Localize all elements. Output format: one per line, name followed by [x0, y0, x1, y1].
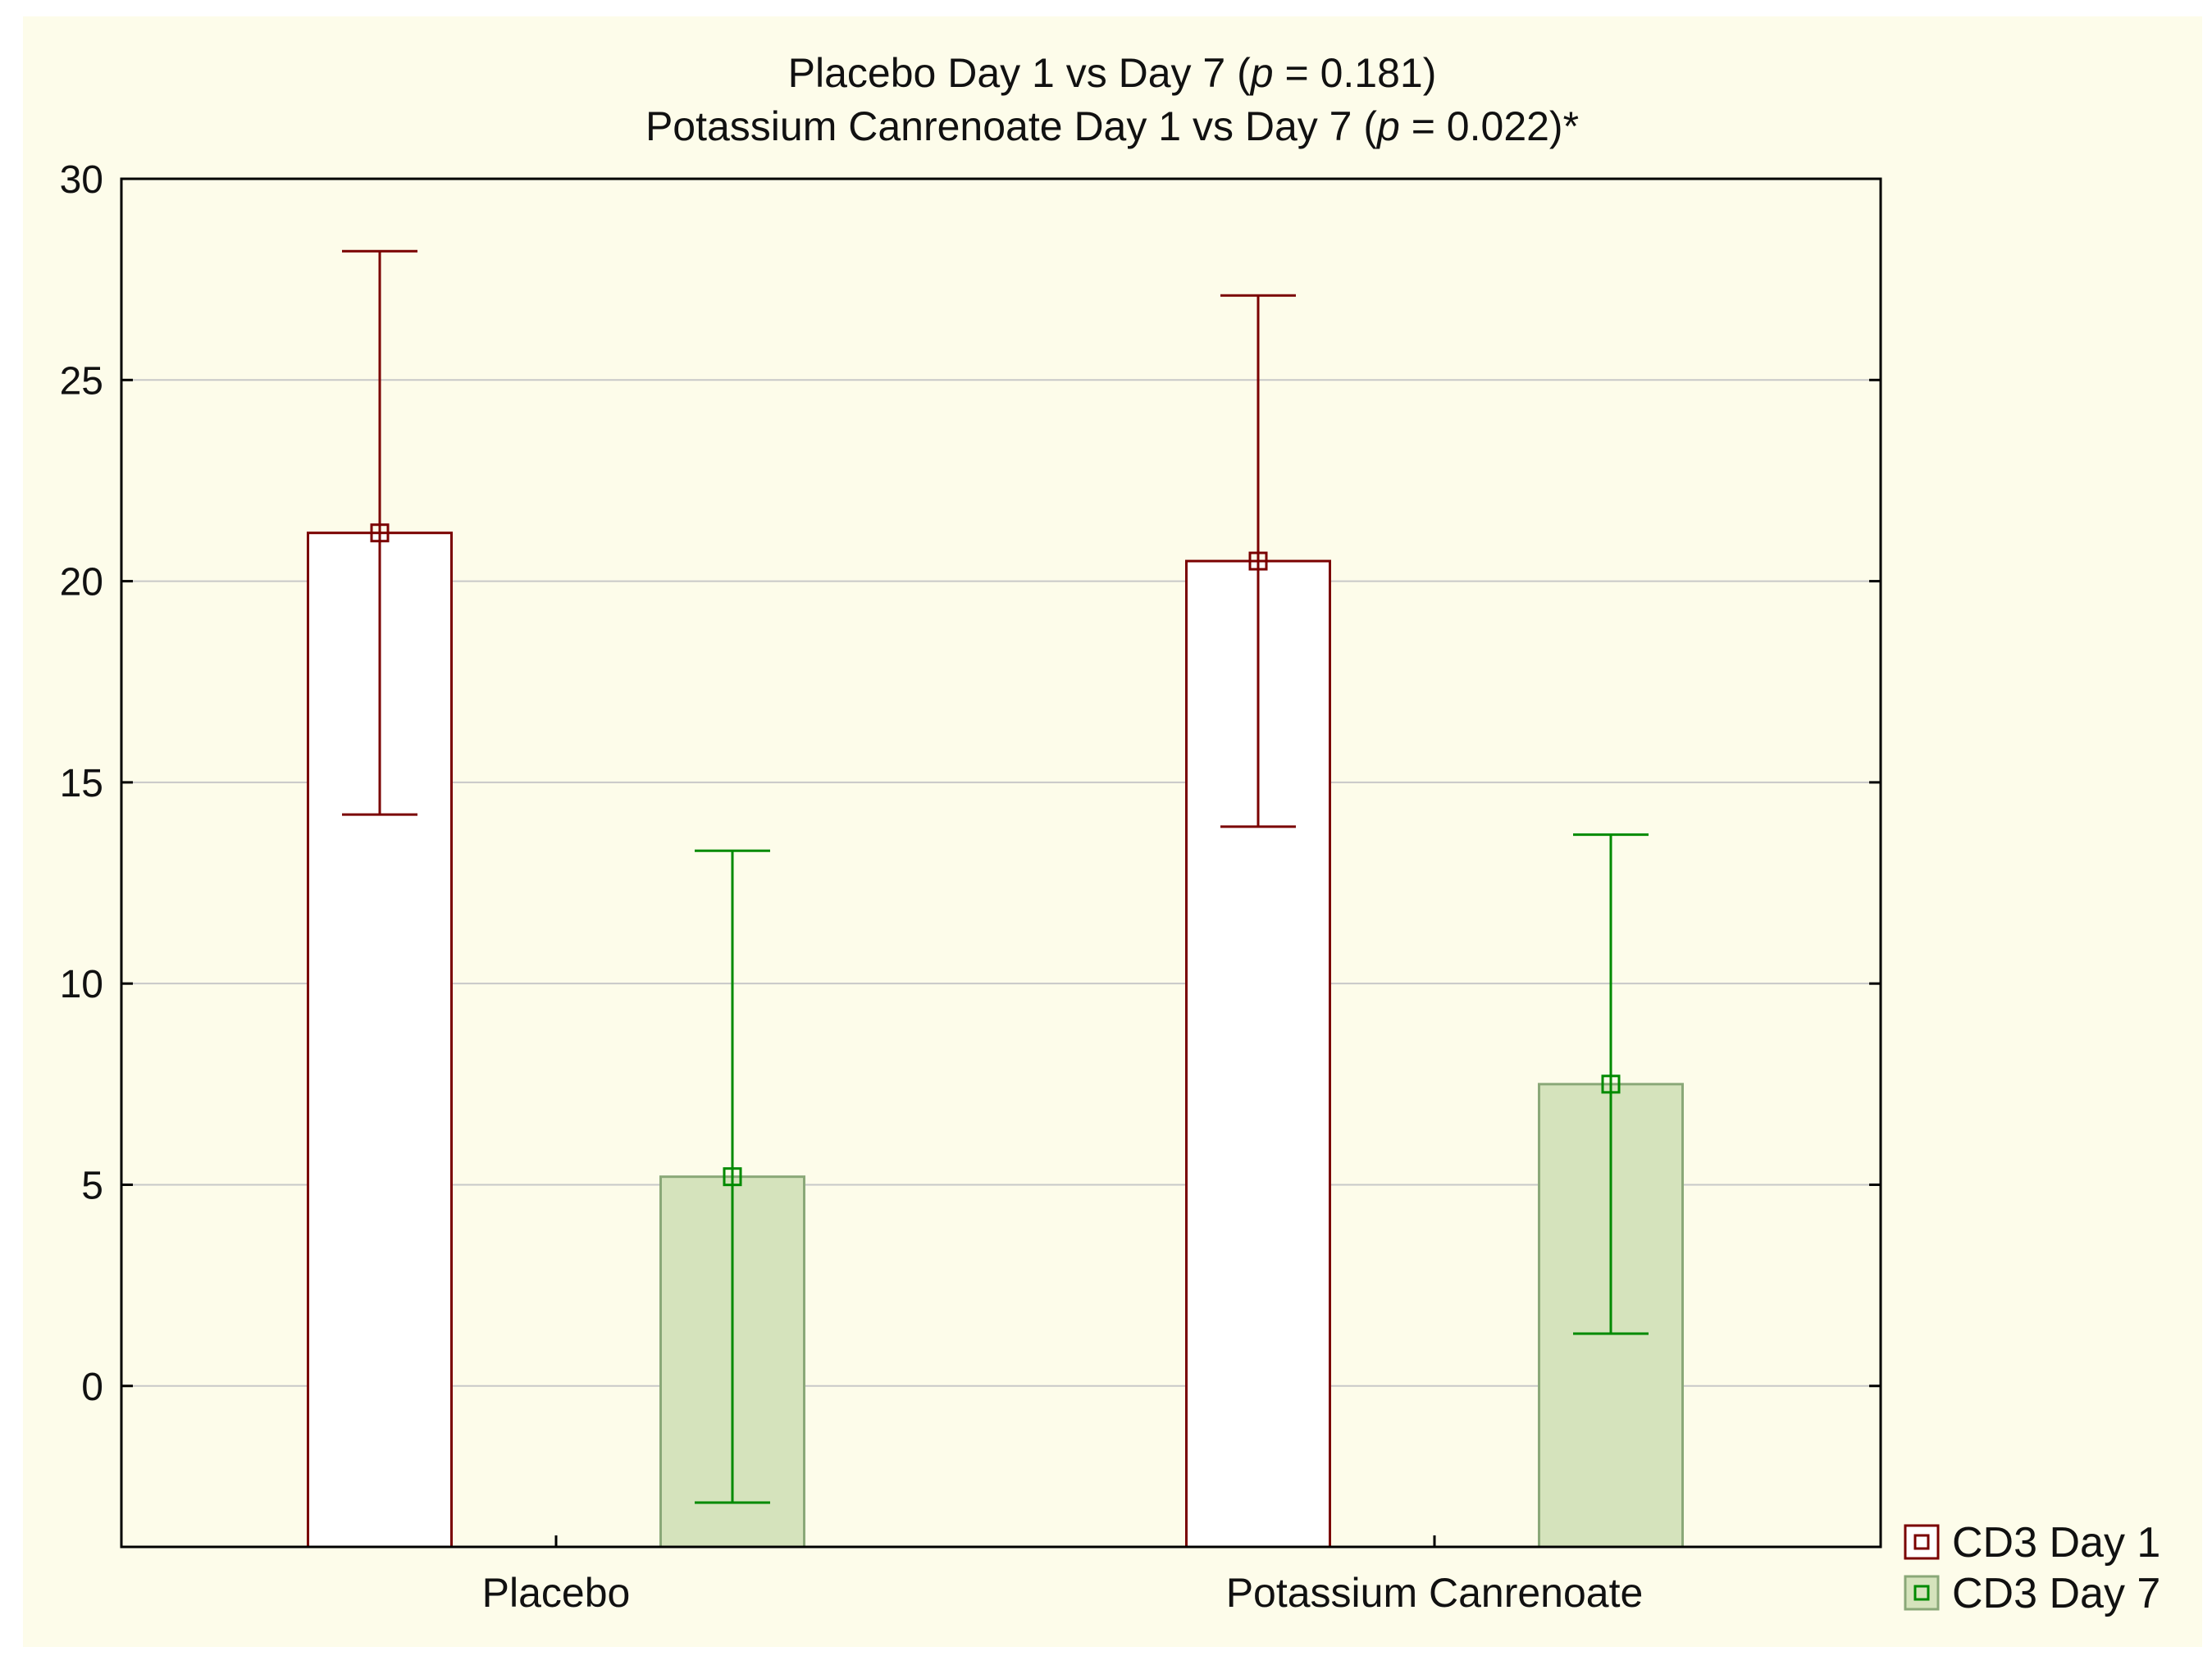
- legend-swatch-cd3-day-1: [1904, 1524, 1940, 1560]
- axes: 0 5 10 15 20 25 30 Placebo Potassium Canrenoate: [60, 158, 1882, 1616]
- mean-marker-cd3-day-1-0: [370, 523, 390, 543]
- legend-label-cd3-day-7: CD3 Day 7: [1952, 1570, 2160, 1617]
- xtick-label-0: Placebo: [482, 1570, 631, 1616]
- error-bars: [342, 249, 1649, 1504]
- plot-frame: [120, 177, 1882, 1549]
- ytick-label-5: 5: [81, 1164, 103, 1207]
- ytick-label-15: 15: [60, 762, 103, 805]
- title-line-2: Potassium Canrenoate Day 1 vs Day 7 (p =…: [645, 103, 1579, 149]
- mean-marker-cd3-day-7-0: [723, 1167, 742, 1187]
- ytick-label-0: 0: [81, 1366, 103, 1409]
- legend-swatch-cd3-day-7: [1904, 1575, 1940, 1611]
- legend-marker-cd3-day-1: [1913, 1534, 1930, 1550]
- legend-marker-cd3-day-7: [1913, 1585, 1930, 1601]
- mean-marker-cd3-day-1-1: [1248, 551, 1268, 571]
- ytick-label-25: 25: [60, 359, 103, 403]
- chart-title: Placebo Day 1 vs Day 7 (p = 0.181) Potass…: [645, 50, 1579, 149]
- legend-label-cd3-day-1: CD3 Day 1: [1952, 1519, 2160, 1567]
- xtick-label-1: Potassium Canrenoate: [1226, 1570, 1644, 1616]
- title-line-1: Placebo Day 1 vs Day 7 (p = 0.181): [788, 50, 1437, 96]
- ytick-label-20: 20: [60, 561, 103, 604]
- mean-marker-cd3-day-7-1: [1601, 1074, 1621, 1094]
- ytick-label-10: 10: [60, 963, 103, 1006]
- bars: [307, 531, 1684, 1549]
- figure: Placebo Day 1 vs Day 7 (p = 0.181) Potass…: [23, 16, 2202, 1647]
- ytick-label-30: 30: [60, 158, 103, 202]
- bar-chart: Placebo Day 1 vs Day 7 (p = 0.181) Potass…: [60, 50, 2161, 1617]
